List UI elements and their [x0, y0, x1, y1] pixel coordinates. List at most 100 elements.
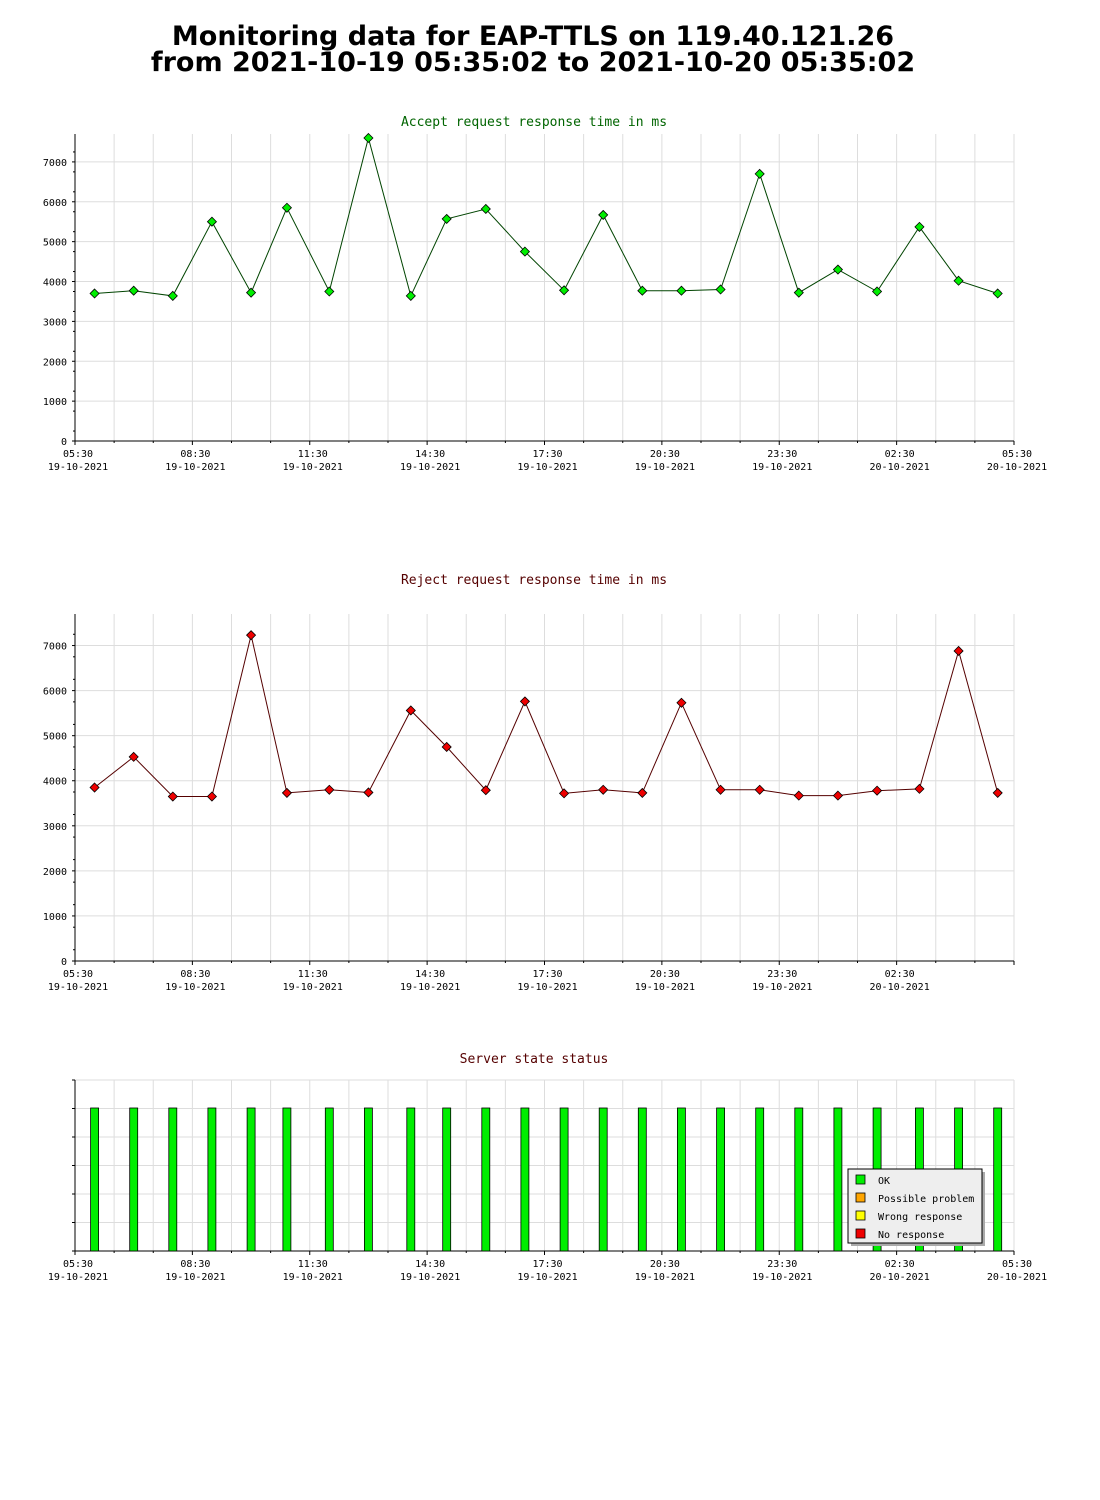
status-bar — [559, 1107, 569, 1252]
status-bar — [442, 1107, 452, 1252]
x-tick-date: 20-10-2021 — [870, 462, 930, 473]
data-point — [754, 784, 765, 795]
y-tick-label: 5000 — [43, 238, 67, 249]
data-point — [793, 790, 804, 801]
x-tick-date: 19-10-2021 — [517, 982, 577, 993]
legend-swatch — [855, 1174, 866, 1185]
x-tick-date: 19-10-2021 — [635, 462, 695, 473]
data-point — [206, 216, 218, 227]
x-tick-label: 14:30 — [415, 449, 445, 460]
x-tick-label: 05:30 — [63, 969, 93, 980]
data-point — [519, 246, 531, 257]
series-line — [94, 136, 998, 298]
y-tick-label: 1000 — [43, 912, 67, 923]
status-bar — [755, 1107, 765, 1252]
x-tick-date: 20-10-2021 — [870, 1272, 930, 1283]
data-point — [754, 168, 765, 179]
data-point — [167, 791, 178, 802]
data-point — [405, 290, 416, 301]
data-point — [281, 787, 292, 798]
status-bar — [129, 1107, 139, 1252]
data-point — [89, 782, 100, 793]
x-tick-date: 19-10-2021 — [635, 982, 695, 993]
status-bar — [833, 1107, 843, 1252]
x-tick-date: 19-10-2021 — [48, 462, 108, 473]
y-tick-label: 1000 — [43, 397, 67, 408]
x-tick-label: 11:30 — [298, 1259, 328, 1270]
data-point — [89, 288, 100, 299]
status-bar — [324, 1107, 334, 1252]
x-tick-date: 19-10-2021 — [400, 982, 460, 993]
y-tick-label: 7000 — [43, 642, 67, 653]
y-tick-label: 3000 — [43, 317, 67, 328]
data-point — [871, 785, 883, 796]
data-point — [598, 784, 609, 795]
x-tick-label: 02:30 — [885, 449, 915, 460]
data-point — [324, 286, 335, 297]
legend-swatch — [855, 1228, 866, 1239]
x-tick-label: 05:30 — [63, 1259, 93, 1270]
data-point — [405, 705, 416, 716]
x-tick-date: 19-10-2021 — [165, 462, 225, 473]
x-tick-label: 05:30 — [1002, 449, 1032, 460]
data-point — [519, 696, 531, 707]
status-bar — [993, 1107, 1003, 1252]
reject-response-chart: Reject request response time in ms 0 1000 2… — [43, 573, 1015, 993]
chart-title: Reject request response time in ms — [401, 573, 667, 588]
data-point — [167, 290, 178, 301]
x-tick-label: 20:30 — [650, 1259, 680, 1270]
page-header: Monitoring data for EAP-TTLS on 119.40.1… — [0, 23, 1066, 76]
x-tick-label: 05:30 — [1002, 1259, 1032, 1270]
data-point — [363, 787, 374, 798]
x-tick-label: 11:30 — [298, 449, 328, 460]
x-tick-label: 08:30 — [180, 1259, 210, 1270]
data-point — [480, 203, 491, 215]
x-tick-date: 19-10-2021 — [283, 1272, 343, 1283]
status-bar — [598, 1107, 608, 1252]
data-point — [914, 783, 925, 794]
x-tick-date: 19-10-2021 — [752, 1272, 812, 1283]
x-tick-label: 02:30 — [885, 969, 915, 980]
server-status-chart: Server state status 05:30 19-10-2021 08:30 1… — [48, 1052, 1047, 1283]
status-bar — [90, 1107, 99, 1252]
status-bar — [406, 1107, 416, 1252]
x-tick-date: 19-10-2021 — [283, 462, 343, 473]
x-tick-label: 17:30 — [532, 1259, 562, 1270]
legend-label: Possible problem — [878, 1194, 974, 1205]
y-tick-label: 0 — [61, 437, 67, 448]
data-point — [363, 132, 374, 144]
status-bar — [481, 1107, 491, 1252]
x-tick-label: 11:30 — [298, 969, 328, 980]
x-tick-date: 20-10-2021 — [987, 1272, 1047, 1283]
status-bar — [520, 1107, 530, 1252]
data-point — [128, 285, 139, 296]
data-point — [953, 645, 964, 657]
x-tick-label: 05:30 — [63, 449, 93, 460]
series-line — [94, 635, 999, 797]
data-point — [953, 275, 964, 286]
data-point — [324, 784, 335, 795]
data-point — [832, 790, 844, 801]
status-bar — [794, 1107, 804, 1252]
status-bar — [363, 1107, 373, 1252]
x-tick-label: 14:30 — [415, 969, 445, 980]
data-point — [558, 788, 570, 799]
x-tick-date: 19-10-2021 — [752, 982, 812, 993]
data-point — [245, 630, 257, 641]
x-tick-label: 08:30 — [180, 969, 210, 980]
status-bar — [637, 1107, 647, 1252]
data-point — [441, 741, 452, 753]
status-bar — [282, 1107, 292, 1252]
data-point — [637, 285, 648, 296]
x-tick-label: 20:30 — [650, 449, 680, 460]
x-tick-date: 19-10-2021 — [517, 462, 577, 473]
legend-swatch — [855, 1210, 866, 1221]
legend-swatch — [855, 1192, 866, 1203]
x-tick-date: 19-10-2021 — [400, 1272, 460, 1283]
status-bar — [207, 1107, 217, 1252]
status-bar — [677, 1107, 686, 1252]
chart-title: Server state status — [460, 1052, 609, 1067]
y-tick-label: 5000 — [43, 732, 67, 743]
data-point — [598, 209, 609, 221]
data-point — [914, 221, 925, 232]
